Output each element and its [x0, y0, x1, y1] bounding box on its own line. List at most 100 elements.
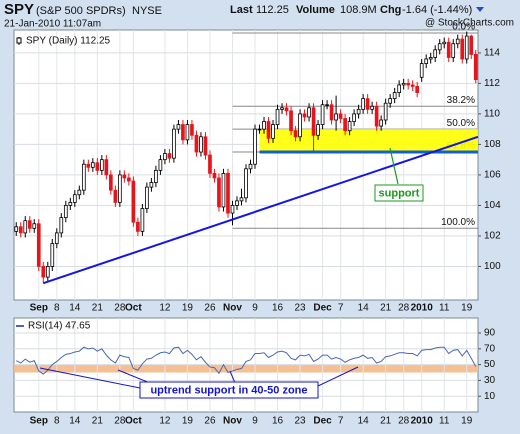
x-tick-label: 11	[439, 303, 450, 314]
x-tick-label: 28	[398, 303, 410, 314]
x-tick-label: 16	[272, 303, 284, 314]
candle-body	[163, 153, 167, 161]
candle-body	[18, 226, 23, 234]
y-tick-label: 106	[484, 170, 501, 181]
volume-value: 108.9M	[340, 4, 377, 16]
candle-body	[122, 174, 127, 179]
y-tick-label: 110	[484, 109, 500, 120]
callout-box	[374, 184, 424, 202]
candle-body	[356, 108, 361, 115]
x-tick-label: 7	[338, 416, 344, 427]
candle-body	[86, 163, 91, 168]
candle-body	[45, 266, 50, 278]
x-tick-label: 19	[461, 303, 473, 314]
callout-arrow	[317, 366, 359, 387]
source: @ StockCharts.com	[425, 18, 514, 29]
candle-body	[419, 63, 424, 78]
x-tick-label: 12	[159, 416, 171, 427]
candle-body	[424, 58, 429, 64]
chg-value: -1.64 (-1.44%)	[402, 4, 472, 16]
candle-body	[181, 124, 185, 141]
candle-body	[140, 208, 145, 232]
candle-body	[325, 104, 329, 106]
fib-label: 38.2%	[447, 95, 475, 106]
candle-body	[235, 200, 239, 206]
candle-body	[275, 108, 280, 125]
candle-body	[442, 41, 447, 45]
x-tick-label: 19	[182, 303, 194, 314]
candle-body	[361, 98, 365, 110]
candle-body	[383, 102, 388, 121]
x-tick-label: 19	[461, 416, 473, 427]
x-tick-label: Sep	[30, 416, 48, 427]
candle-body	[257, 128, 262, 131]
support-label: support	[379, 187, 420, 199]
x-tick-label: 14	[69, 416, 81, 427]
candle-body	[374, 105, 379, 127]
candle-body	[54, 232, 59, 244]
y-tick-label: 114	[484, 48, 500, 59]
candle-body	[473, 54, 478, 80]
candle-body	[433, 49, 438, 58]
candle-body	[455, 38, 460, 45]
candle-body	[352, 113, 356, 122]
callout-arrow	[389, 147, 399, 185]
trendline	[42, 135, 478, 285]
x-tick-label: 19	[182, 416, 194, 427]
chg-arrow	[476, 7, 484, 12]
y-tick-label: 112	[484, 78, 500, 89]
rsi-line	[16, 346, 477, 375]
candle-body	[302, 113, 307, 118]
candle-body	[415, 86, 420, 93]
candle-body	[154, 169, 158, 183]
candle-body	[63, 205, 68, 219]
candle-body	[81, 163, 86, 191]
x-tick-label: 9	[252, 416, 258, 427]
y-tick-label: 50	[484, 359, 496, 370]
last-label: Last	[230, 4, 253, 16]
x-tick-label: 8	[54, 416, 60, 427]
chg-label: Chg	[380, 4, 401, 16]
candle-body	[262, 121, 266, 130]
symbol: SPY	[4, 1, 34, 18]
x-tick-label: 21	[380, 303, 392, 314]
candle-body	[469, 35, 474, 55]
candle-body	[379, 119, 383, 127]
x-tick-label: 21	[92, 303, 104, 314]
date: 21-Jan-2010 11:07am	[4, 19, 101, 30]
y-tick-label: 30	[484, 375, 496, 386]
candle-body	[446, 41, 451, 58]
candle-body	[388, 98, 392, 104]
candle-body	[113, 189, 118, 203]
y-tick-label: 102	[484, 231, 501, 242]
candle-body	[221, 172, 226, 208]
candle-body	[284, 107, 289, 112]
candle-body	[27, 220, 32, 229]
candle-body	[334, 113, 338, 121]
candle-body	[131, 180, 136, 223]
candle-body	[109, 174, 113, 191]
x-tick-label: 14	[69, 303, 81, 314]
candle-body	[226, 172, 230, 214]
layers: Sep 8 14 21 28 Oct 12 19 26 Nov 9 16 23 Dec 7 14 21 28 201…	[14, 22, 501, 427]
x-tick-label: 28	[114, 416, 126, 427]
candle-body	[212, 172, 217, 179]
volume-label: Volume	[296, 4, 335, 16]
fib-label: 0.0%	[452, 22, 475, 33]
x-tick-label: Oct	[125, 303, 142, 314]
x-tick-label: 21	[380, 416, 392, 427]
candle-body	[406, 82, 411, 86]
candle-body	[68, 201, 73, 206]
x-tick-label: Oct	[125, 416, 142, 427]
rsi-annotation: uptrend support in 40-50 zone	[150, 384, 307, 396]
candle-body	[72, 194, 77, 203]
x-tick-label: 11	[439, 416, 450, 427]
candle-body	[343, 118, 347, 132]
candle-body	[311, 107, 316, 136]
candle-body	[338, 113, 343, 119]
candle-body	[32, 223, 37, 229]
x-tick-label: 14	[358, 303, 370, 314]
y-tick-label: 10	[484, 391, 496, 402]
candle-body	[176, 124, 181, 130]
candle-body	[410, 84, 415, 87]
